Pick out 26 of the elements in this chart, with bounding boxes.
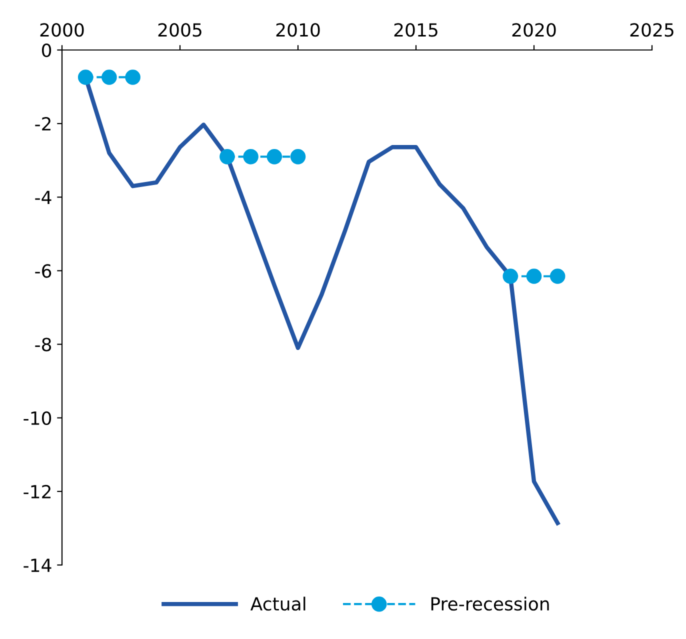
y-tick-label: 0 [42,43,52,58]
y-tick-label: -6 [35,264,52,278]
point [502,268,518,284]
point [290,149,306,164]
point [526,268,542,284]
x-tick-label: 2000 [40,23,84,37]
x-tick-label: 2010 [276,23,320,37]
point [243,149,258,164]
x-tick-label: 2020 [512,23,556,37]
y-tick-label: -4 [35,190,52,204]
point [125,70,140,85]
legend-label: Pre-recession [431,596,549,611]
y-tick-label: -10 [24,411,52,425]
x-tick-label: 2025 [630,23,674,37]
point [102,70,117,85]
point [220,149,235,164]
y-tick-label: -2 [35,117,50,130]
y-tick-label: -14 [24,558,52,572]
point [550,268,566,284]
legend-label: Actual [250,596,306,611]
y-tick-label: -12 [24,484,50,498]
point [266,149,282,164]
x-tick-label: 2015 [394,23,438,37]
x-tick-label: 2005 [158,23,202,37]
point [78,70,94,85]
y-tick-label: -8 [35,338,52,352]
